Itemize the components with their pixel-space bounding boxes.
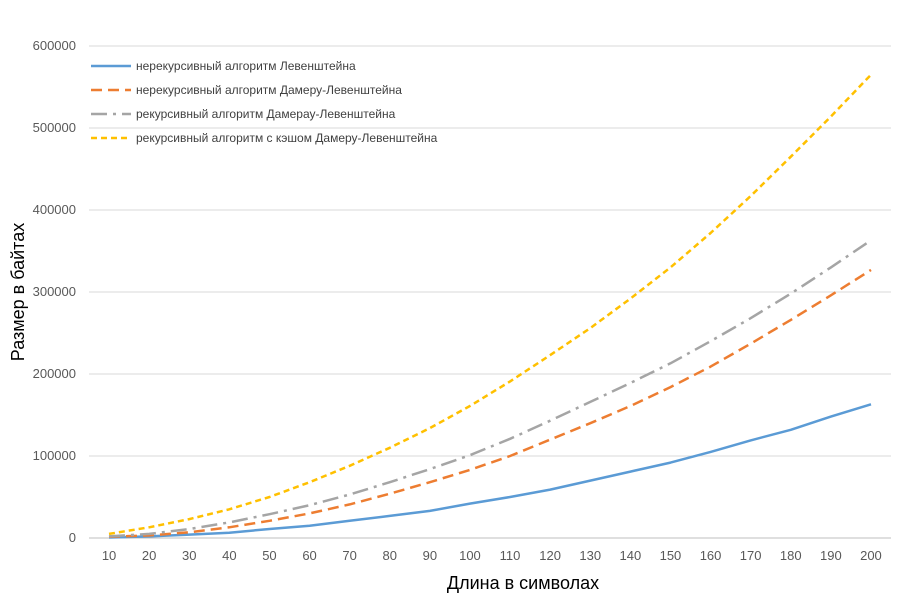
y-tick-label: 500000 [33,120,76,135]
x-tick-label: 150 [660,548,682,563]
legend-label: рекурсивный алгоритм Дамерау-Левенштейна [136,107,396,121]
series-lines [108,73,872,539]
y-tick-label: 600000 [33,38,76,53]
legend: нерекурсивный алгоритм Левенштейна нереку… [91,59,438,145]
legend-label: рекурсивный алгоритм с кэшом Дамеру-Леве… [136,131,438,145]
y-tick-label: 0 [69,530,76,545]
gridlines [89,45,891,539]
x-tick-label: 30 [182,548,196,563]
x-tick-label: 110 [500,548,521,563]
legend-label: нерекурсивный алгоритм Дамеру-Левенштейн… [136,83,402,97]
x-tick-label: 90 [423,548,437,563]
y-tick-label: 300000 [33,284,76,299]
y-tick-label: 400000 [33,202,76,217]
x-tick-label: 40 [222,548,236,563]
x-tick-label: 120 [539,548,561,563]
x-tick-label: 190 [820,548,842,563]
x-axis-ticks: 10 20 30 40 50 60 70 80 90 100 110 120 130 140 150 160 1… [102,548,882,563]
x-tick-label: 10 [102,548,116,563]
y-axis-title: Размер в байтах [8,223,28,361]
x-tick-label: 130 [579,548,601,563]
x-tick-label: 140 [619,548,641,563]
x-tick-label: 60 [302,548,316,563]
x-tick-label: 50 [262,548,276,563]
x-tick-label: 180 [780,548,802,563]
x-tick-label: 160 [700,548,722,563]
x-tick-label: 80 [383,548,397,563]
x-axis-title: Длина в символах [447,573,599,593]
x-tick-label: 200 [860,548,882,563]
y-tick-label: 100000 [33,448,76,463]
legend-label: нерекурсивный алгоритм Левенштейна [136,59,356,73]
series-line-2 [108,268,872,539]
y-tick-label: 200000 [33,366,76,381]
y-axis-ticks: 0 100000 200000 300000 400000 500000 600000 [33,38,76,545]
x-tick-label: 70 [342,548,356,563]
series-line-3 [108,239,872,538]
x-tick-label: 20 [142,548,156,563]
x-tick-label: 170 [740,548,762,563]
x-tick-label: 100 [459,548,481,563]
series-line-1 [108,403,872,539]
